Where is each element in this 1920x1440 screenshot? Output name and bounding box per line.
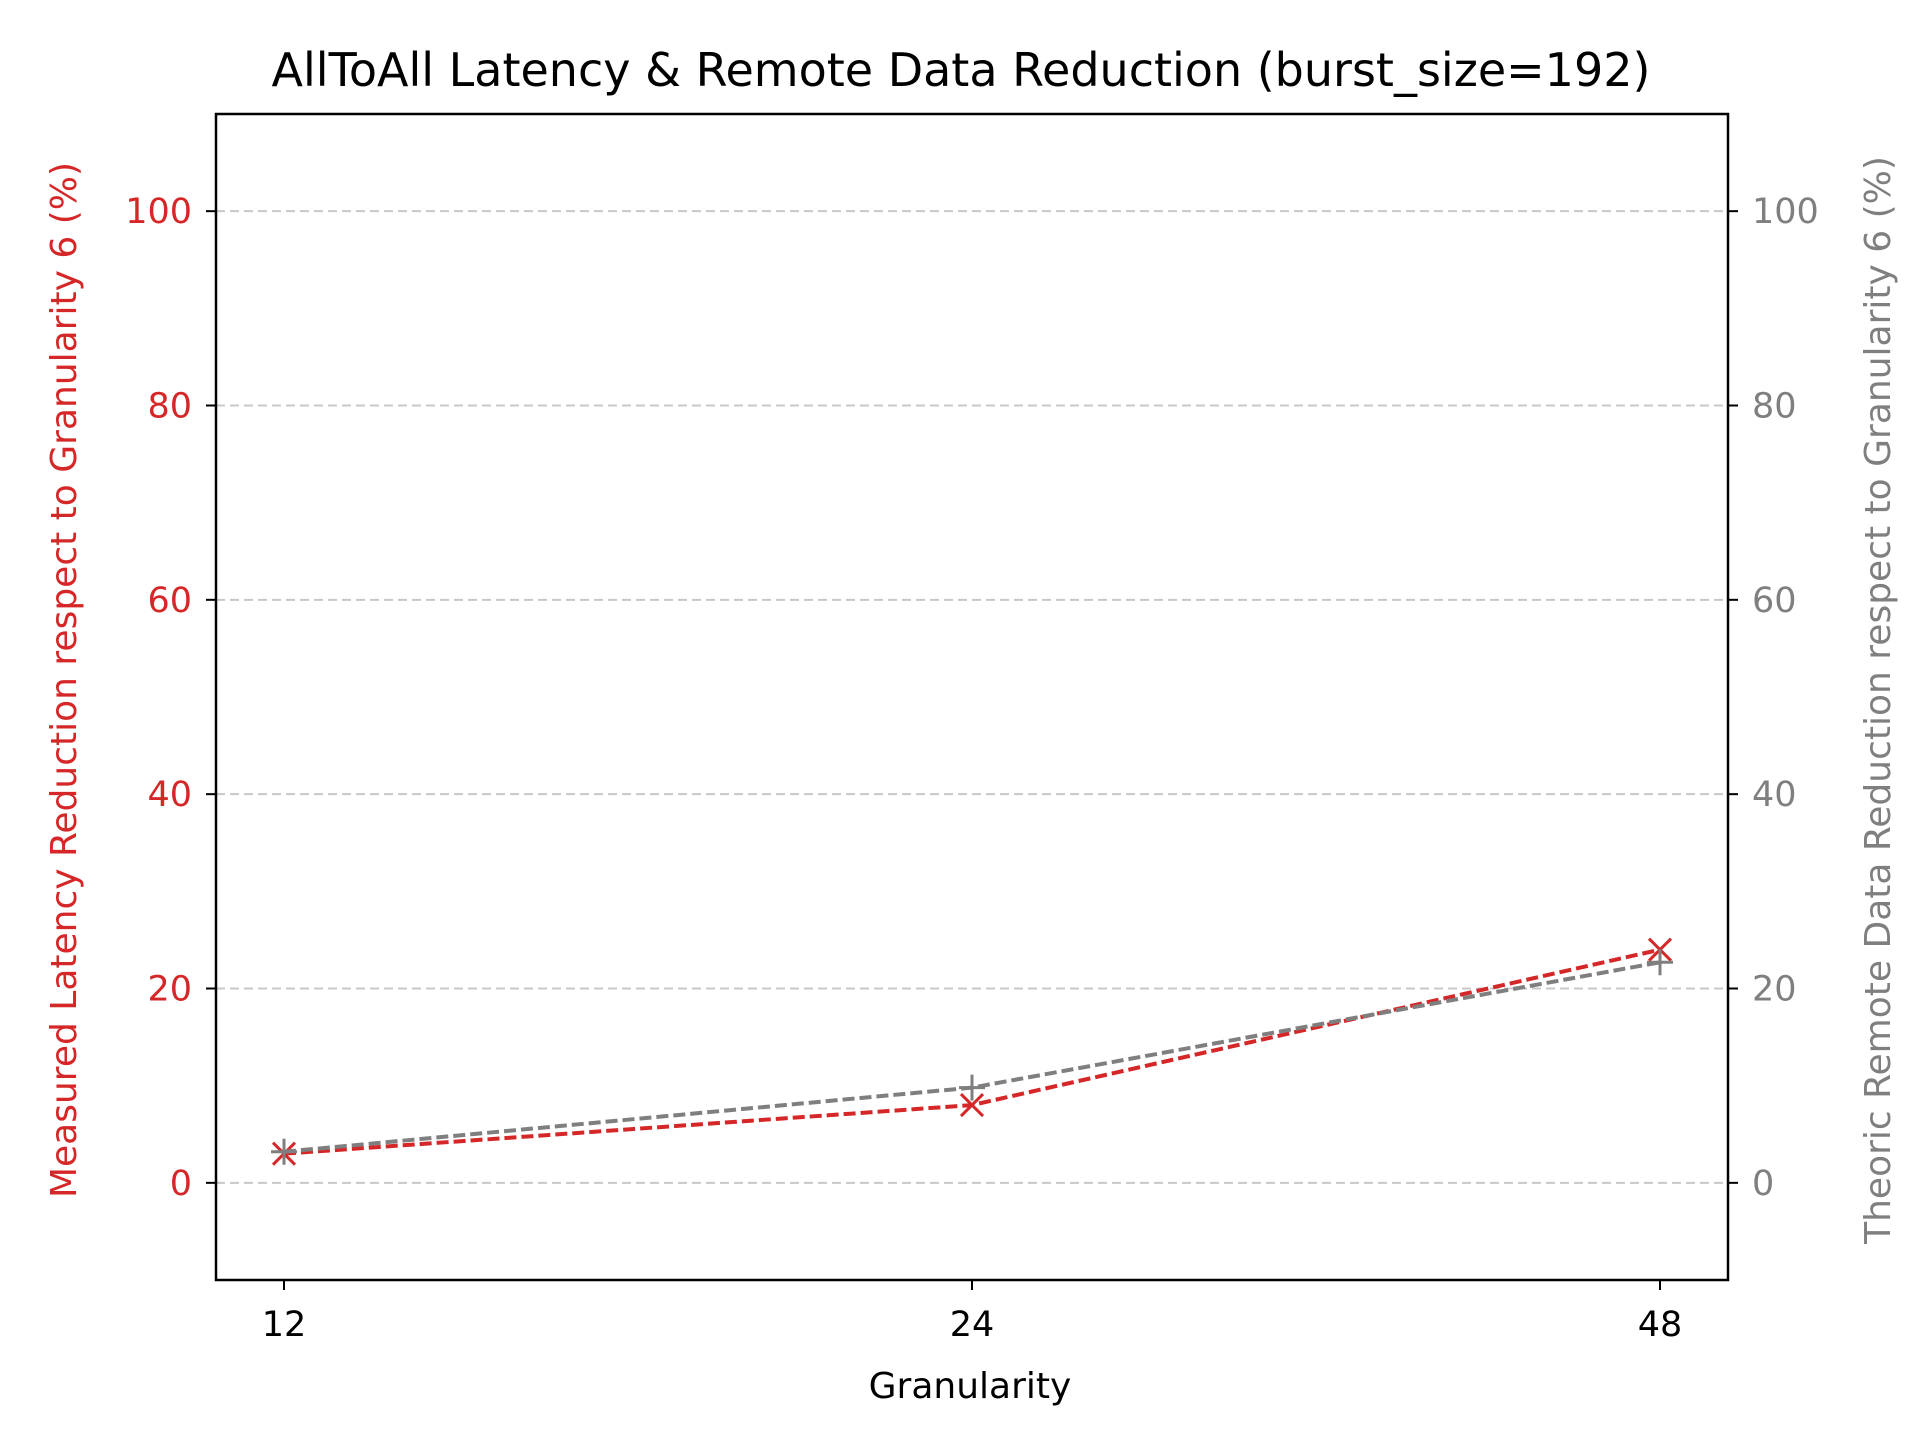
series-line-0 (283, 947, 1661, 1156)
left-tick-label: 20 (147, 970, 192, 1010)
data-point-0 (959, 1093, 985, 1118)
gridlines (216, 210, 1728, 1184)
left-tick-label: 100 (125, 192, 192, 232)
x-axis-label: Granularity (869, 1366, 1072, 1407)
right-tick-label: 60 (1752, 581, 1797, 621)
right-y-axis-label: Theoric Remote Data Reduction respect to… (1858, 156, 1899, 1245)
data-point-1 (959, 1074, 985, 1101)
right-tick-label: 100 (1752, 192, 1819, 232)
chart-title: AllToAll Latency & Remote Data Reduction… (272, 43, 1651, 97)
series-layer (271, 937, 1673, 1166)
left-y-axis-label: Measured Latency Reduction respect to Gr… (44, 162, 85, 1198)
data-point-1 (1647, 949, 1673, 976)
right-tick-label: 40 (1752, 775, 1797, 815)
x-tick-label: 24 (950, 1305, 995, 1345)
x-axis: 12 24 48 (262, 1280, 1683, 1345)
x-marker-stroke (959, 1093, 985, 1118)
right-tick-label: 80 (1752, 387, 1797, 427)
left-tick-label: 40 (147, 775, 192, 815)
right-y-axis: 0 20 40 60 80 100 (1728, 192, 1819, 1204)
left-tick-label: 0 (170, 1164, 192, 1204)
right-tick-label: 20 (1752, 970, 1797, 1010)
right-tick-label: 0 (1752, 1164, 1774, 1204)
left-tick-label: 60 (147, 581, 192, 621)
x-tick-label: 48 (1638, 1305, 1683, 1345)
x-tick-label: 12 (262, 1305, 307, 1345)
series-line-1 (283, 960, 1661, 1154)
data-point-1 (271, 1138, 297, 1165)
left-y-axis: 0 20 40 60 80 100 (125, 192, 216, 1204)
left-tick-label: 80 (147, 387, 192, 427)
